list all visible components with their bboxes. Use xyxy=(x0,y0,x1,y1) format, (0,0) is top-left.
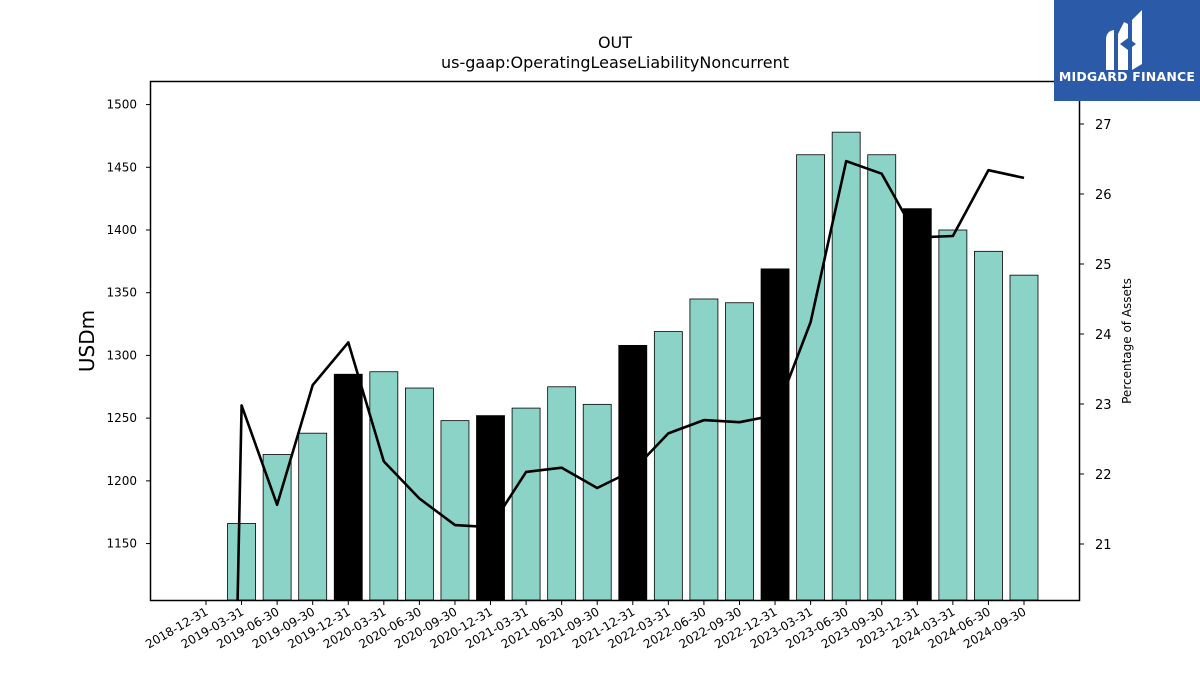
left-axis: 1150 1200 1250 1300 1350 1400 1450 1500 xyxy=(106,98,151,551)
midgard-finance-logo: MIDGARD FINANCE xyxy=(1054,0,1200,101)
y-tick-label: 1250 xyxy=(106,411,137,425)
bar-2021-03-31 xyxy=(511,407,541,601)
y-tick-label: 1400 xyxy=(106,223,137,237)
y-tick-label: 1450 xyxy=(106,160,137,174)
logo-text: MIDGARD FINANCE xyxy=(1058,69,1196,84)
y-tick-label: 1500 xyxy=(106,98,137,112)
y2-tick-label: 26 xyxy=(1095,188,1112,203)
pct-assets-line xyxy=(236,159,1025,601)
y-axis-label: USDm xyxy=(75,310,99,372)
y2-tick-label: 25 xyxy=(1095,258,1112,273)
y2-tick-label: 21 xyxy=(1095,538,1112,553)
bar-2020-03-31 xyxy=(369,371,399,601)
bar-2023-12-31 xyxy=(902,208,932,601)
bar-2022-12-31 xyxy=(760,268,790,601)
y-tick-label: 1300 xyxy=(106,348,137,362)
bar-2020-09-30 xyxy=(440,420,470,601)
y2-tick-label: 23 xyxy=(1095,398,1112,413)
bar-2024-03-31 xyxy=(938,229,968,601)
bar-2024-09-30 xyxy=(1009,274,1039,601)
bar-2020-12-31 xyxy=(476,415,505,601)
y-tick-label: 1350 xyxy=(106,286,137,300)
x-axis: 2018-12-312019-03-312019-06-302019-09-30… xyxy=(143,600,1029,651)
bar-2019-09-30 xyxy=(298,432,328,601)
line-layer xyxy=(236,159,1025,601)
chart-title: OUT xyxy=(598,33,632,52)
right-axis: 21 22 23 24 25 26 27 xyxy=(1079,118,1112,553)
bar-2024-06-30 xyxy=(974,250,1003,601)
bar-2023-09-30 xyxy=(867,154,897,601)
bar-2021-09-30 xyxy=(582,403,612,601)
bar-2019-12-31 xyxy=(333,373,363,601)
bar-2023-03-31 xyxy=(796,154,826,601)
y2-tick-label: 27 xyxy=(1095,118,1112,133)
bar-2020-06-30 xyxy=(404,387,434,601)
chart-subtitle: us-gaap:OperatingLeaseLiabilityNoncurren… xyxy=(441,53,789,72)
bar-2023-06-30 xyxy=(831,131,861,601)
bars-layer xyxy=(227,131,1039,601)
y2-tick-label: 22 xyxy=(1095,468,1112,483)
bar-2022-09-30 xyxy=(725,302,754,601)
y-tick-label: 1150 xyxy=(106,537,137,551)
bar-2022-06-30 xyxy=(689,298,719,601)
y-tick-label: 1200 xyxy=(106,474,137,488)
bar-2021-12-31 xyxy=(618,344,648,601)
plot-frame xyxy=(149,80,1081,602)
bar-2019-03-31 xyxy=(227,523,256,601)
bar-2022-03-31 xyxy=(653,331,683,601)
y2-axis-label: Percentage of Assets xyxy=(1120,278,1134,404)
logo-icon xyxy=(1054,0,1200,101)
bar-2021-06-30 xyxy=(547,386,577,601)
y2-tick-label: 24 xyxy=(1095,328,1112,343)
